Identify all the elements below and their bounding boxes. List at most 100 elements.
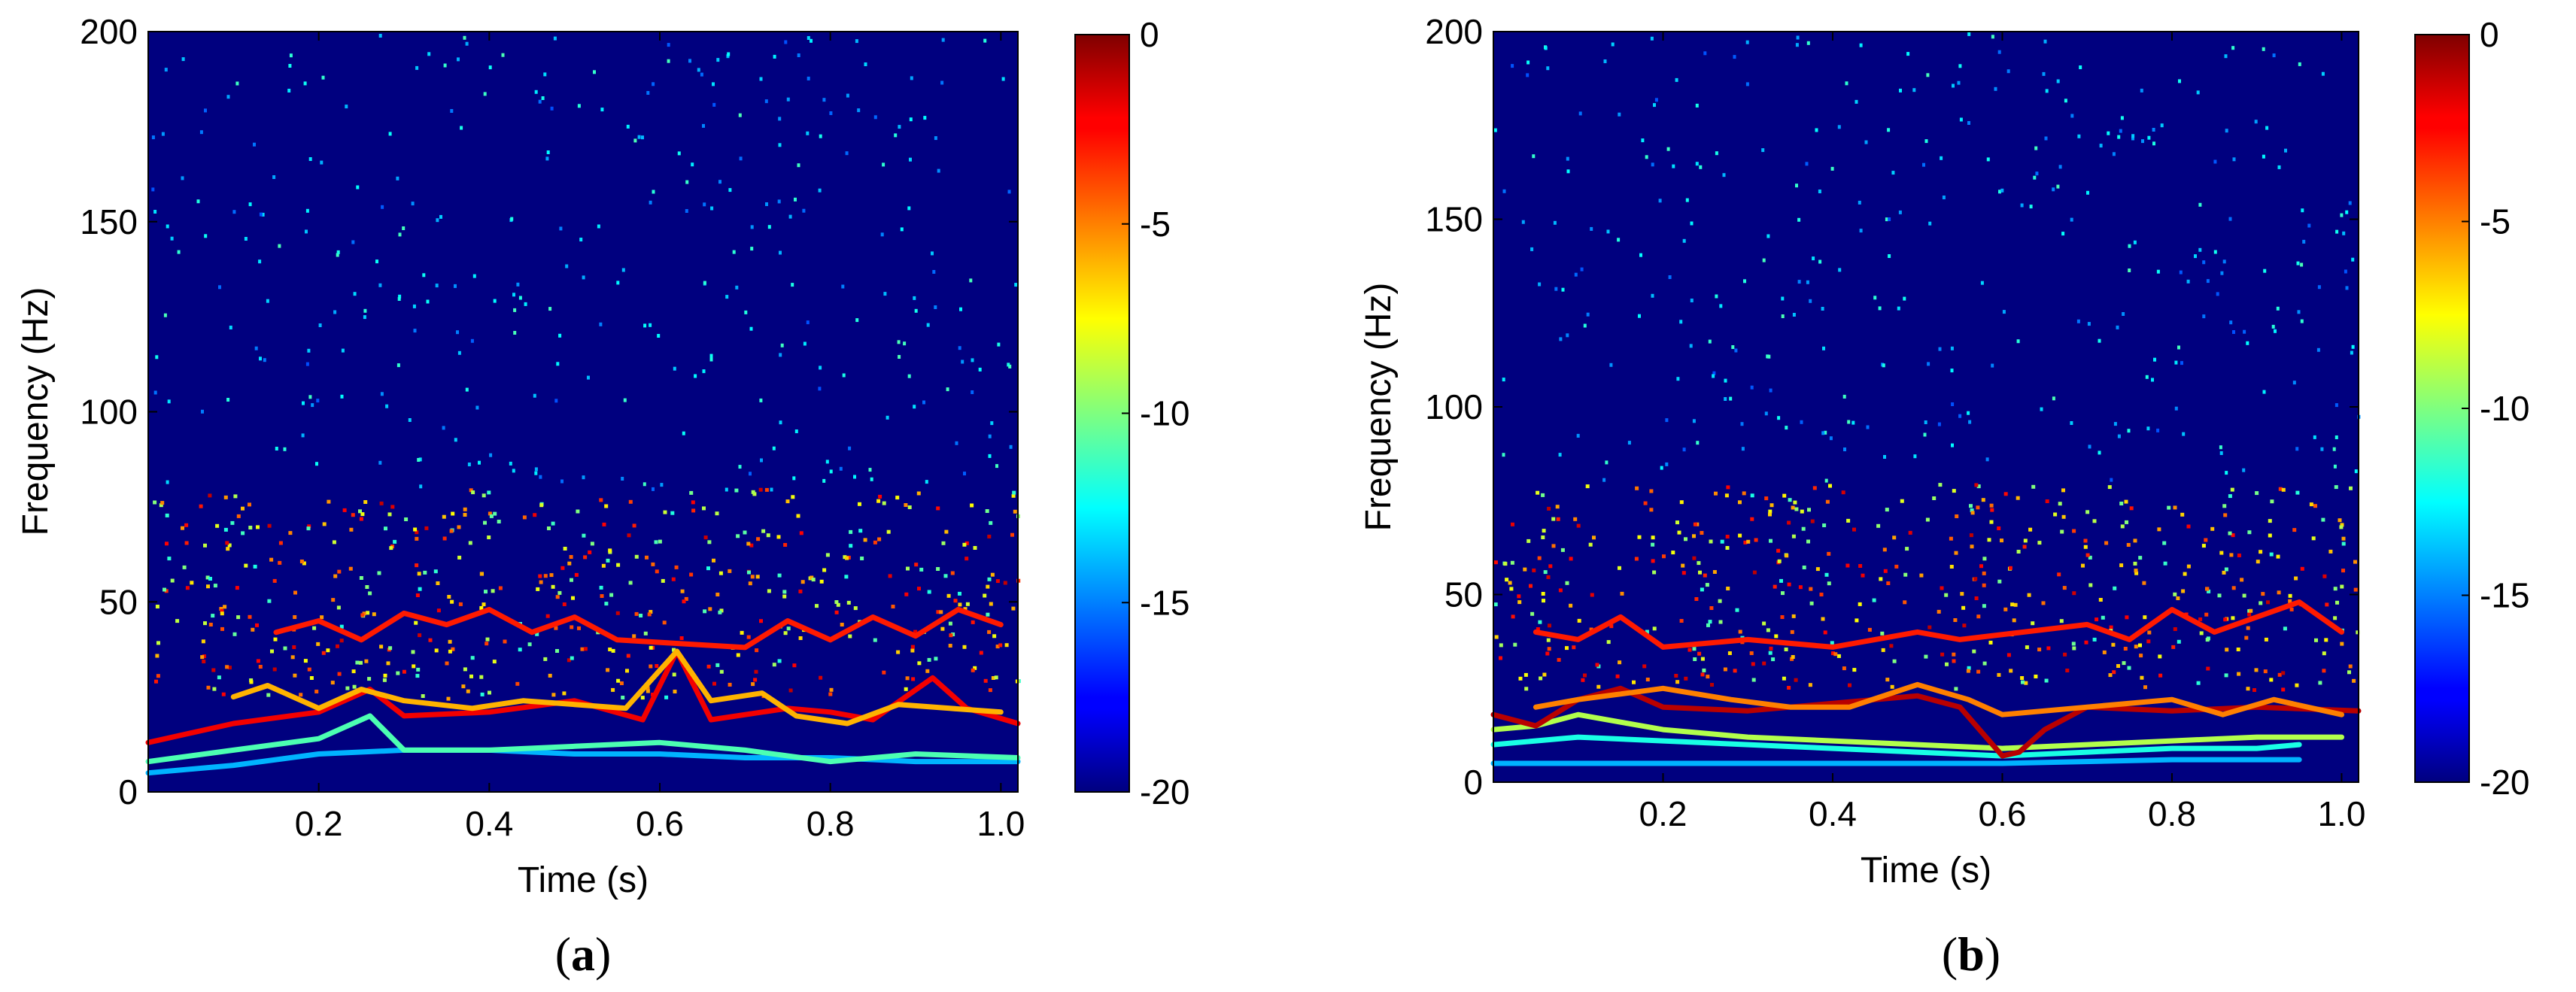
speckle-mark <box>2131 136 2134 141</box>
speckle-mark <box>2058 502 2062 506</box>
speckle-mark <box>293 590 297 595</box>
speckle-mark <box>2205 638 2210 642</box>
speckle-mark <box>248 526 253 529</box>
speckle-mark <box>680 589 685 593</box>
speckle-mark <box>1536 490 1540 495</box>
speckle-mark <box>1861 573 1865 578</box>
speckle-mark <box>269 557 274 562</box>
speckle-mark <box>1546 575 1551 579</box>
speckle-mark <box>903 341 907 346</box>
speckle-mark <box>2204 612 2209 617</box>
speckle-mark <box>703 281 706 285</box>
speckle-mark <box>1949 565 1954 569</box>
speckle-mark <box>489 453 493 457</box>
speckle-mark <box>691 162 694 167</box>
speckle-mark <box>2344 269 2347 274</box>
speckle-mark <box>336 644 339 648</box>
speckle-mark <box>2116 664 2120 668</box>
speckle-mark <box>1982 557 1987 561</box>
speckle-mark <box>2120 524 2125 529</box>
speckle-mark <box>950 571 955 575</box>
speckle-mark <box>248 202 252 207</box>
speckle-mark <box>2256 560 2260 564</box>
speckle-mark <box>412 304 416 308</box>
speckle-mark <box>1827 581 1831 586</box>
speckle-mark <box>535 632 539 636</box>
speckle-mark <box>1761 148 1765 153</box>
speckle-mark <box>1894 564 1899 569</box>
speckle-mark <box>2088 555 2092 560</box>
y-tick-label: 150 <box>80 202 138 241</box>
speckle-mark <box>1769 646 1773 651</box>
speckle-mark <box>181 176 184 181</box>
speckle-mark <box>2281 487 2286 492</box>
speckle-mark <box>2340 642 2344 646</box>
speckle-mark <box>1011 606 1016 611</box>
speckle-mark <box>1715 294 1718 299</box>
speckle-mark <box>2341 542 2346 546</box>
speckle-mark <box>1709 606 1714 610</box>
speckle-mark <box>1606 640 1611 645</box>
speckle-mark <box>2217 593 2222 598</box>
speckle-mark <box>2321 517 2325 522</box>
speckle-mark <box>2261 592 2265 596</box>
speckle-mark <box>1858 564 1863 568</box>
speckle-mark <box>1764 496 1769 501</box>
speckle-mark <box>1634 557 1639 561</box>
speckle-mark <box>2247 612 2252 617</box>
speckle-mark <box>1576 523 1581 528</box>
speckle-mark <box>205 575 210 580</box>
speckle-mark <box>953 599 958 603</box>
speckle-mark <box>1976 669 1981 674</box>
speckle-mark <box>534 89 538 94</box>
speckle-mark <box>2349 486 2353 490</box>
speckle-mark <box>1530 611 1535 616</box>
speckle-mark <box>1886 581 1891 585</box>
speckle-mark <box>2124 499 2128 504</box>
speckle-mark <box>639 614 643 617</box>
speckle-mark <box>860 557 864 560</box>
speckle-mark <box>788 214 792 219</box>
speckle-mark <box>1708 339 1712 344</box>
speckle-mark <box>810 38 813 43</box>
speckle-mark <box>1726 587 1730 590</box>
speckle-mark <box>2340 213 2344 217</box>
speckle-mark <box>538 99 542 104</box>
speckle-mark <box>593 70 596 74</box>
speckle-mark <box>755 575 760 579</box>
speckle-mark <box>846 600 851 605</box>
speckle-mark <box>2316 347 2320 352</box>
speckle-mark <box>447 595 451 599</box>
speckle-mark <box>779 420 782 425</box>
speckle-mark <box>997 342 1001 347</box>
speckle-mark <box>764 487 769 492</box>
speckle-mark <box>1903 600 1907 605</box>
speckle-mark <box>2222 259 2226 264</box>
speckle-mark <box>634 554 639 559</box>
speckle-mark <box>2269 678 2274 682</box>
speckle-mark <box>853 475 856 479</box>
speckle-mark <box>154 679 158 684</box>
speckle-mark <box>655 664 659 668</box>
speckle-mark <box>819 366 822 370</box>
speckle-mark <box>882 670 886 675</box>
speckle-mark <box>353 292 357 296</box>
speckle-mark <box>1709 539 1713 544</box>
speckle-mark <box>2070 421 2073 425</box>
speckle-mark <box>256 525 260 529</box>
speckle-mark <box>2112 152 2116 156</box>
speckle-mark <box>359 517 363 521</box>
speckle-mark <box>2128 244 2131 248</box>
speckle-mark <box>782 590 787 594</box>
speckle-mark <box>1800 509 1804 514</box>
speckle-mark <box>248 502 251 507</box>
speckle-mark <box>1011 493 1016 498</box>
speckle-mark <box>1508 581 1512 585</box>
speckle-mark <box>1729 396 1733 401</box>
speckle-mark <box>307 524 311 529</box>
speckle-mark <box>1928 221 1932 226</box>
speckle-mark <box>1548 623 1551 628</box>
speckle-mark <box>914 563 919 567</box>
speckle-mark <box>337 672 342 676</box>
